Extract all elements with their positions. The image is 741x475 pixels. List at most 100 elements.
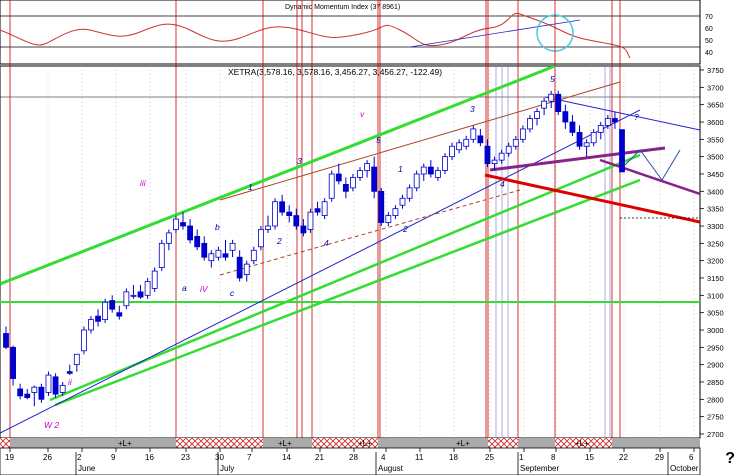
wave-label: 1: [398, 164, 403, 174]
wave-label: 3: [470, 104, 475, 114]
x-tick-label: 23: [181, 453, 190, 462]
candle-body: [583, 142, 590, 147]
y-tick-label: 3000: [707, 326, 724, 335]
candle-body: [342, 183, 349, 192]
candle-body: [541, 100, 548, 109]
candle-body: [250, 249, 257, 262]
wave-label: ?: [634, 112, 639, 122]
band-hatch: [555, 438, 612, 448]
y-tick-label: 2950: [707, 343, 724, 352]
candle-body: [612, 118, 618, 123]
candle-body: [236, 256, 243, 279]
band-hatch: [488, 438, 518, 448]
candle-body: [562, 111, 569, 123]
band-hatch: [176, 438, 263, 448]
candle-body: [45, 374, 52, 393]
candle-body: [576, 131, 583, 147]
candle-body: [109, 300, 116, 310]
red-support-line: [484, 173, 700, 224]
wave-label: 2: [276, 236, 282, 246]
candle-body: [512, 138, 519, 147]
month-label: September: [520, 464, 559, 473]
green-channel-mid: [49, 153, 641, 402]
candle-body: [151, 270, 158, 289]
candle-body: [385, 215, 392, 223]
candle-body: [364, 163, 371, 171]
candle-body: [52, 376, 59, 395]
indicator-tick-label: 40: [705, 50, 713, 57]
candle-body: [413, 173, 420, 189]
candle-body: [307, 211, 314, 230]
candle-body: [286, 211, 293, 216]
candle-body: [38, 386, 45, 400]
candle-body: [265, 225, 271, 230]
candle-body: [130, 294, 137, 297]
candle-body: [435, 170, 441, 178]
x-tick-label: 22: [619, 453, 628, 462]
x-tick-label: 21: [315, 453, 324, 462]
y-tick-label: 3150: [707, 274, 724, 283]
x-tick-label: 26: [43, 453, 52, 462]
blue-resistance-line: [544, 96, 700, 131]
x-tick-label: 15: [585, 453, 594, 462]
candle-body: [243, 263, 250, 275]
candle-body: [300, 225, 307, 234]
candle-body: [187, 225, 193, 241]
y-axis: 2700 2750 2800 2850 2900 2950 3000 3050 3100 3150…: [700, 66, 724, 439]
band-label: +L+: [358, 439, 372, 448]
candle-body: [95, 315, 101, 322]
candle-body: [257, 229, 264, 248]
y-tick-label: 3300: [707, 222, 724, 231]
indicator-line: [0, 12, 631, 59]
candle-body: [3, 333, 9, 348]
brown-dashed-line: [219, 189, 521, 276]
brown-channel-line: [219, 81, 621, 201]
candle-body: [321, 201, 328, 217]
month-label: October: [670, 464, 699, 473]
candle-body: [222, 253, 229, 258]
candle-body: [10, 346, 16, 379]
month-label: June: [78, 464, 96, 473]
candle-body: [116, 312, 123, 317]
y-tick-label: 2700: [707, 430, 724, 439]
y-tick-label: 3050: [707, 309, 724, 318]
y-tick-label: 3250: [707, 239, 724, 248]
help-button[interactable]: ?: [725, 450, 735, 467]
candle-body: [456, 142, 463, 151]
purple-line-upper: [489, 146, 666, 172]
x-tick-label: 30: [215, 453, 224, 462]
green-channel-lower: [54, 178, 641, 407]
candle-body: [165, 232, 172, 244]
wave-label: ii: [68, 377, 73, 387]
x-tick-label: 9: [111, 453, 116, 462]
purple-line-lower: [599, 158, 700, 196]
indicator-trend-line: [409, 19, 581, 48]
candle-body: [427, 166, 434, 175]
month-label: July: [220, 464, 234, 473]
green-channel-upper: [0, 66, 556, 286]
y-tick-label: 3100: [707, 291, 724, 300]
candle-body: [604, 118, 611, 126]
candle-body: [73, 353, 80, 366]
candle-body: [477, 135, 484, 144]
x-tick-label: 7: [247, 453, 252, 462]
candle-body: [173, 218, 179, 230]
wave-label: a: [182, 283, 187, 293]
band-label: +L+: [456, 439, 470, 448]
candle-body: [314, 208, 321, 213]
x-tick-label: 18: [449, 453, 458, 462]
candle-body: [442, 156, 448, 171]
candle-body: [17, 388, 24, 397]
candle-body: [194, 235, 201, 248]
candle-body: [123, 291, 130, 307]
indicator-panel: Dynamic Momentum Index (37 8961) 40 50 60 7…: [0, 0, 713, 65]
y-tick-label: 2750: [707, 413, 724, 422]
candle-body: [80, 329, 87, 352]
candle-body: [208, 253, 215, 262]
y-tick-label: 3550: [707, 135, 724, 144]
candle-body: [463, 138, 470, 147]
indicator-axis: 40 50 60 70: [705, 14, 713, 57]
y-tick-label: 2850: [707, 378, 724, 387]
x-tick-label: 19: [5, 453, 14, 462]
